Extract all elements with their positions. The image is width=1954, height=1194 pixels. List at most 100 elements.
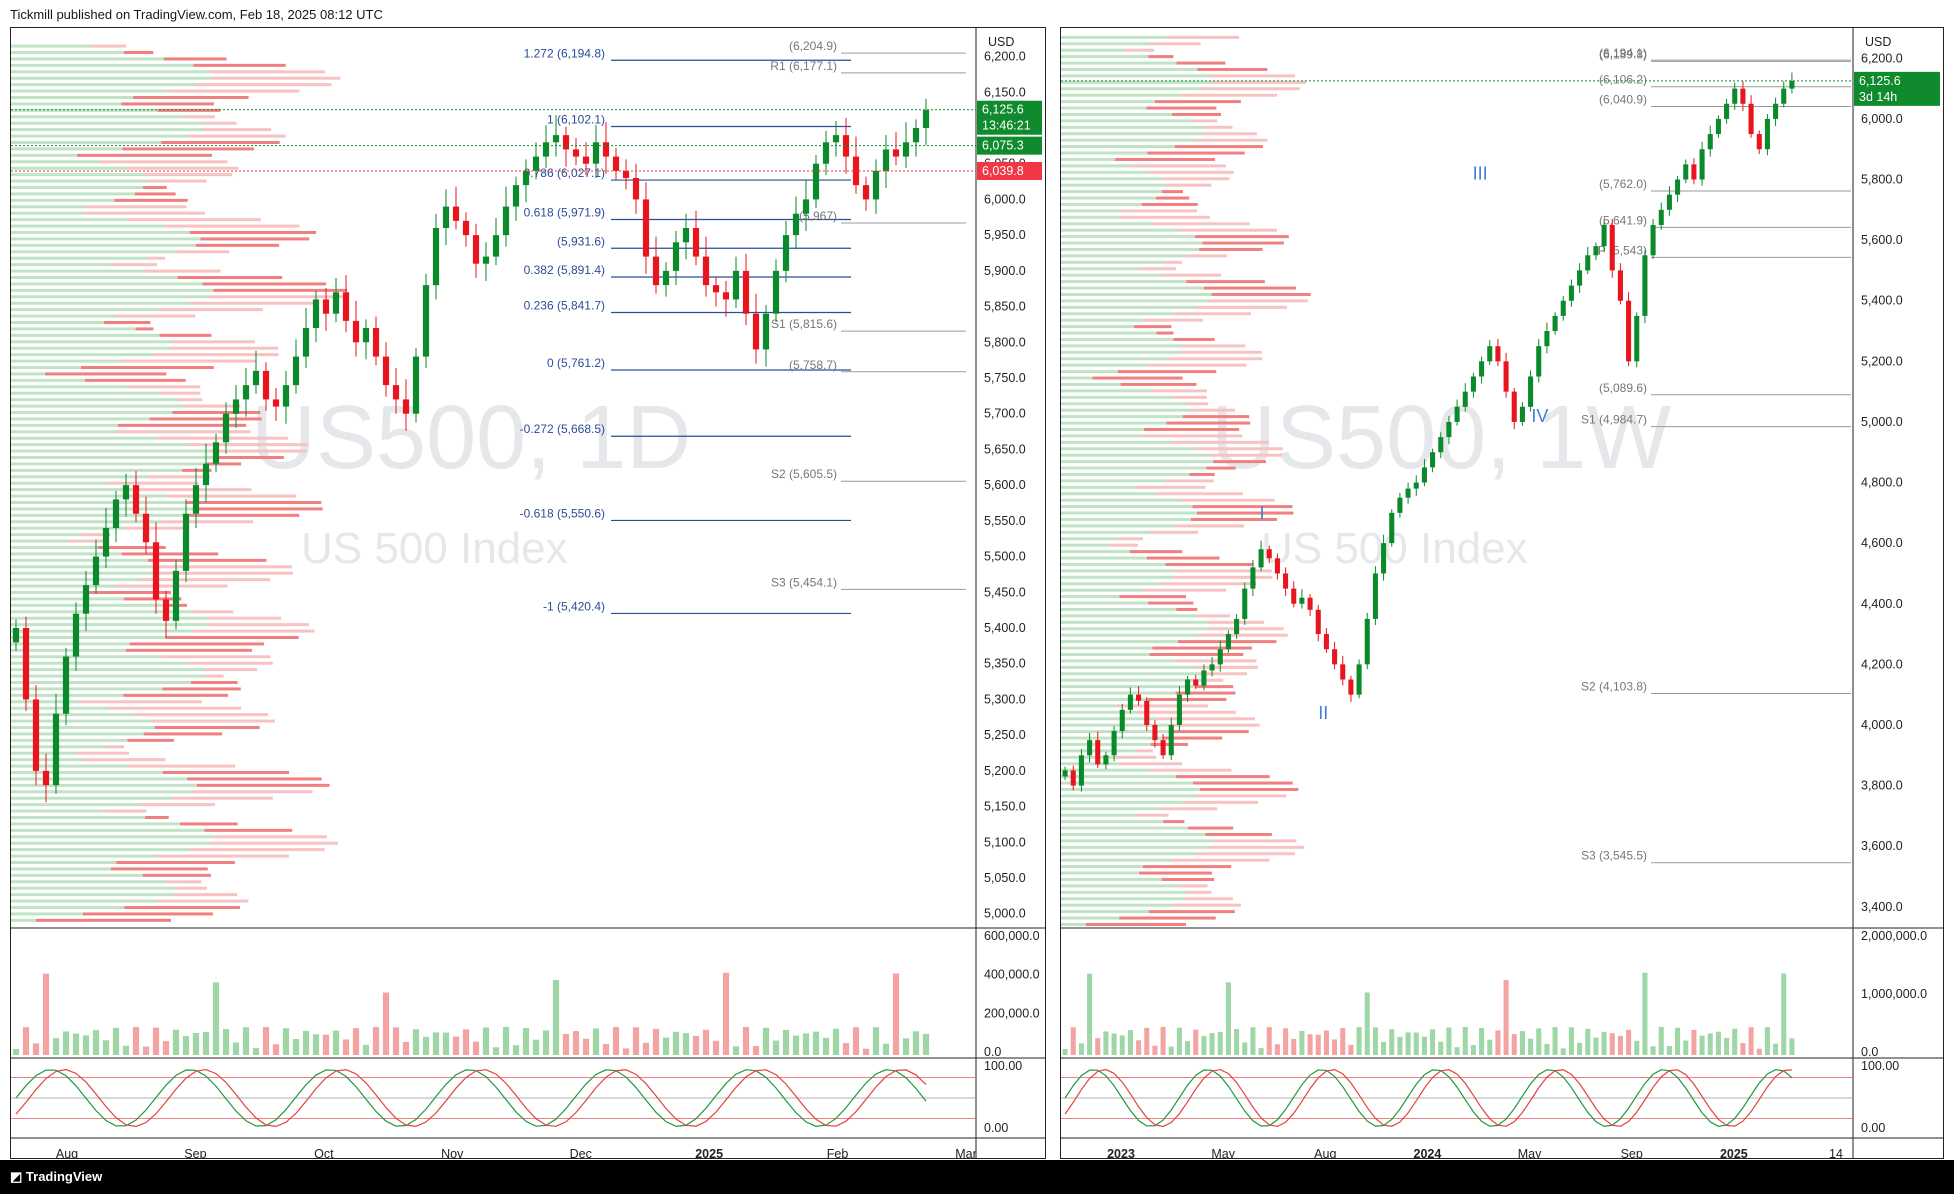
candle-body [602, 142, 610, 157]
price-box-value: 6,125.6 [982, 103, 1024, 117]
volume-bar [1193, 1029, 1199, 1055]
volume-profile-bar [11, 848, 190, 852]
volume-profile-bar [11, 404, 183, 408]
price-tick-label: 5,850.0 [984, 300, 1026, 314]
price-tick-label: 5,200.0 [1861, 354, 1903, 368]
volume-profile-bar [189, 231, 317, 234]
oscillator-line-k [15, 1069, 927, 1127]
volume-bar [1609, 1033, 1615, 1055]
volume-bar [1258, 1048, 1264, 1055]
volume-profile-bar [76, 751, 130, 755]
volume-profile-bar [11, 546, 98, 549]
candle-body [182, 513, 190, 571]
volume-bar [292, 1038, 300, 1055]
tradingview-logo[interactable]: ◩ TradingView [10, 1169, 102, 1185]
volume-profile-bar [11, 314, 117, 318]
volume-bar [1781, 973, 1787, 1055]
volume-profile-bar [1061, 273, 1162, 277]
volume-profile-bar [11, 321, 104, 324]
candle-body [382, 356, 390, 386]
candle-body [1095, 740, 1101, 765]
volume-profile-bar [11, 816, 146, 819]
volume-profile-bar [1061, 511, 1197, 515]
fib-level-label: 0.236 (5,841.7) [524, 299, 605, 313]
chart-panel-daily[interactable]: US500, 1D US 500 Index USD 6,200.0 6,150.0 6,… [10, 27, 1046, 1168]
volume-profile-bar [11, 333, 160, 337]
time-tick-label: Nov [441, 1147, 464, 1158]
time-tick-label: 2023 [1107, 1147, 1135, 1158]
volume-profile-bar [1205, 832, 1272, 836]
candle-body [1413, 482, 1419, 489]
candle-body [1144, 700, 1150, 725]
chart-panel-weekly[interactable]: US500, 1W US 500 Index USD 6,200.0 6,000.0 5,… [1060, 0, 1944, 1168]
volume-bar [712, 1040, 720, 1055]
volume-bar [1748, 1027, 1754, 1055]
volume-profile-bar [1061, 537, 1118, 541]
volume-profile-bar [11, 443, 190, 447]
volume-bar [342, 1039, 350, 1055]
volume-profile-bar [1061, 755, 1116, 759]
volume-bar [1552, 1027, 1558, 1055]
candle-body [1634, 315, 1640, 362]
candle-body [502, 206, 510, 236]
volume-profile-bar [1163, 820, 1185, 824]
volume-profile-bar [1061, 138, 1195, 142]
candle-body [1446, 421, 1452, 438]
volume-profile-bar [1061, 865, 1143, 869]
candle-body [742, 270, 750, 314]
volume-profile-bar [11, 89, 170, 93]
volume-profile-bar [1061, 826, 1189, 830]
volume-bar [1699, 1035, 1705, 1055]
volume-profile-bar [1195, 305, 1288, 309]
candle-body [532, 156, 540, 171]
candle-body [1740, 88, 1746, 104]
volume-bar [912, 1031, 920, 1055]
volume-profile-bar [103, 321, 151, 324]
volume-bar [492, 1047, 500, 1055]
volume-bar [872, 1027, 880, 1055]
candle-body [392, 385, 400, 400]
volume-profile-bar [1164, 479, 1214, 483]
volume-bar [832, 1028, 840, 1055]
volume-bar [1642, 972, 1648, 1055]
pivot-label: S1 (5,815.6) [771, 317, 837, 331]
volume-profile-bar [1061, 267, 1139, 271]
volume-bar [882, 1043, 890, 1055]
volume-profile-bar [189, 301, 314, 305]
volume-profile-bar [1061, 235, 1196, 239]
time-tick-label: Aug [56, 1147, 78, 1158]
price-tick-label: 5,800.0 [1861, 173, 1903, 187]
volume-profile-bar [11, 713, 135, 717]
candle-body [1683, 164, 1689, 180]
time-tick-label: May [1211, 1147, 1235, 1158]
volume-profile-bar [1061, 569, 1175, 573]
volume-bar [792, 1035, 800, 1055]
volume-bar [1519, 1031, 1525, 1055]
candle-body [712, 285, 720, 293]
time-tick-label: Sep [184, 1147, 206, 1158]
volume-profile-bar [1061, 871, 1140, 875]
volume-profile-bar [11, 629, 194, 633]
volume-profile-bar [1061, 659, 1176, 663]
price-tick-label: 4,400.0 [1861, 597, 1903, 611]
volume-profile-bar [1174, 145, 1263, 149]
candle-body [1258, 549, 1264, 568]
volume-profile-bar [1182, 800, 1259, 804]
volume-profile-bar [1061, 485, 1136, 489]
candle-body [1193, 679, 1199, 686]
volume-profile-bar [1061, 447, 1195, 451]
oscillator-tick-label: 0.00 [1861, 1121, 1885, 1135]
candle-body [872, 170, 880, 200]
volume-tick-label: 2,000,000.0 [1861, 929, 1927, 943]
volume-profile-bar [1180, 350, 1262, 354]
elliott-wave-label: I [1259, 503, 1264, 523]
price-tick-label: 5,800.0 [984, 335, 1026, 349]
candle-body [1503, 361, 1509, 392]
volume-profile-bar [1176, 607, 1198, 611]
volume-profile-bar [1213, 460, 1266, 464]
price-tick-label: 4,600.0 [1861, 536, 1903, 550]
volume-profile-bar [1061, 646, 1153, 650]
candle-body [1381, 543, 1387, 574]
